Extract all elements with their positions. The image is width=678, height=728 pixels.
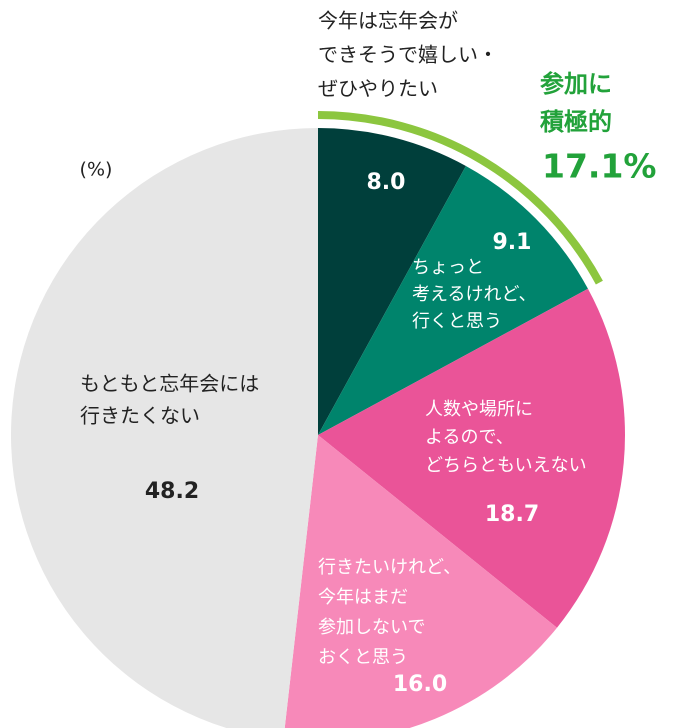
slice-label: ちょっと <box>412 257 484 278</box>
slice-label: できそうで嬉しい・ <box>318 43 498 67</box>
annotation-value: 17.1% <box>542 147 657 186</box>
pie-slice <box>318 128 466 435</box>
slice-label: 今年はまだ <box>318 587 408 608</box>
slice-label: 人数や場所に <box>425 399 533 420</box>
slice-label: 今年は忘年会が <box>318 9 458 33</box>
pie-slice <box>318 288 625 628</box>
slice-label: どちらともいえない <box>425 455 587 476</box>
slice-label: もともと忘年会には <box>80 372 259 396</box>
unit-label: (%) <box>80 159 113 181</box>
value-label: 16.0 <box>393 672 447 697</box>
slice-label: 参加しないで <box>318 617 425 638</box>
slice-label: よるので、 <box>425 427 514 448</box>
value-label: 18.7 <box>485 502 539 527</box>
slice-label: 行きたいけれど、 <box>318 557 461 578</box>
value-label: 48.2 <box>145 479 199 504</box>
slice-label: 行くと思う <box>412 311 502 332</box>
value-label: 8.0 <box>367 170 406 195</box>
pie-slice <box>284 435 557 728</box>
annotation-label: 参加に <box>540 70 612 98</box>
annotation-arc <box>317 111 603 285</box>
annotation-label: 積極的 <box>540 108 612 136</box>
slice-label: おくと思う <box>318 647 408 668</box>
pie-slice <box>11 128 318 728</box>
pie-slice <box>318 165 588 435</box>
slice-label: 行きたくない <box>80 404 200 428</box>
value-label: 9.1 <box>493 230 532 255</box>
slice-label: ぜひやりたい <box>318 77 438 101</box>
slice-label: 考えるけれど、 <box>412 284 537 305</box>
